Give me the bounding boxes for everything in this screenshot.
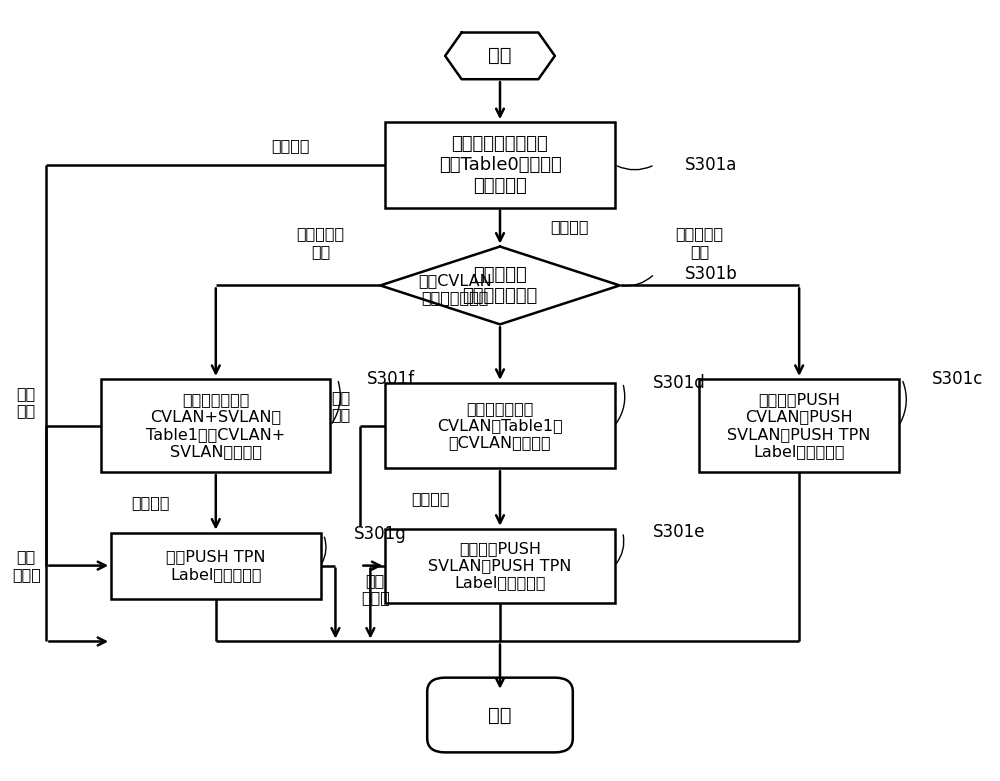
Text: 匹配成功: 匹配成功 — [411, 491, 449, 506]
FancyBboxPatch shape — [427, 678, 573, 752]
Text: 以太网业务
上话: 以太网业务 上话 — [675, 226, 724, 259]
Text: 外挂CVLAN
以太网业务上话: 外挂CVLAN 以太网业务上话 — [418, 273, 492, 305]
Text: 依次匹配PUSH
SVLAN和PUSH TPN
Label的处理动作: 依次匹配PUSH SVLAN和PUSH TPN Label的处理动作 — [428, 540, 572, 590]
Text: 以太网业务
透传: 以太网业务 透传 — [296, 226, 345, 259]
Text: 丢弃
或上报: 丢弃 或上报 — [361, 572, 390, 605]
Text: 匹配成功: 匹配成功 — [551, 219, 589, 234]
Bar — [385, 529, 615, 603]
Polygon shape — [380, 247, 620, 324]
Text: 开始: 开始 — [488, 46, 512, 66]
Text: S301a: S301a — [684, 156, 737, 174]
Text: 匹配
失败: 匹配 失败 — [17, 386, 36, 419]
Text: 将数据包所带的
CVLAN与Table1中
的CVLAN进行匹配: 将数据包所带的 CVLAN与Table1中 的CVLAN进行匹配 — [437, 401, 563, 451]
Text: 依次匹配PUSH
CVLAN、PUSH
SVLAN和PUSH TPN
Label的处理动作: 依次匹配PUSH CVLAN、PUSH SVLAN和PUSH TPN Label… — [727, 392, 871, 459]
Text: 判断数据包
对应的业务类型: 判断数据包 对应的业务类型 — [462, 266, 538, 305]
Text: 将数据包包头的端口
号与Table0中的端口
号进行匹配: 将数据包包头的端口 号与Table0中的端口 号进行匹配 — [439, 135, 561, 194]
Text: 匹配失败: 匹配失败 — [271, 138, 310, 153]
Text: 匹配PUSH TPN
Label的处理动作: 匹配PUSH TPN Label的处理动作 — [166, 549, 266, 582]
Text: 将数据包所带的
CVLAN+SVLAN与
Table1中的CVLAN+
SVLAN进行匹配: 将数据包所带的 CVLAN+SVLAN与 Table1中的CVLAN+ SVLA… — [146, 392, 285, 459]
Text: S301f: S301f — [367, 370, 415, 388]
Text: 丢弃
或上报: 丢弃 或上报 — [12, 549, 41, 582]
Text: S301e: S301e — [653, 523, 705, 541]
Text: 匹配
失败: 匹配 失败 — [331, 390, 350, 423]
Bar — [385, 383, 615, 469]
Bar — [699, 379, 899, 473]
Polygon shape — [445, 33, 555, 79]
Text: S301c: S301c — [932, 370, 983, 388]
Text: S301b: S301b — [684, 265, 737, 283]
Bar — [111, 533, 320, 599]
Text: 结束: 结束 — [488, 705, 512, 725]
Text: S301d: S301d — [653, 374, 705, 392]
Bar — [385, 122, 615, 208]
Text: 匹配成功: 匹配成功 — [132, 495, 170, 510]
Bar — [101, 379, 330, 473]
Text: S301g: S301g — [353, 526, 406, 544]
